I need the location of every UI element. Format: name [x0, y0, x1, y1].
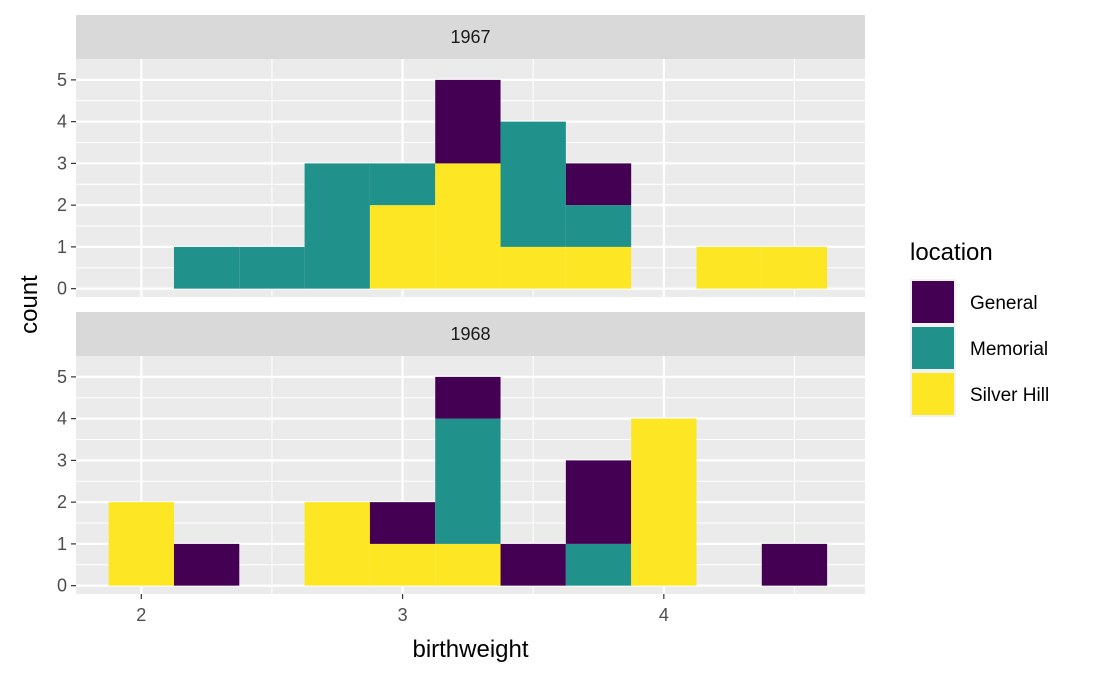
bar-memorial [173, 246, 240, 289]
x-axis-title: birthweight [412, 636, 528, 663]
y-tick-label: 2 [57, 492, 67, 512]
bar-silver-hill [500, 246, 566, 289]
bar-memorial [239, 246, 305, 289]
y-tick-label: 1 [57, 237, 67, 257]
x-tick-label: 2 [136, 605, 146, 625]
bar-silver-hill [696, 246, 762, 289]
bar-memorial [435, 418, 501, 544]
legend-item-silver-hill: Silver Hill [910, 371, 1049, 417]
bar-memorial [369, 163, 436, 206]
bar-silver-hill [565, 246, 632, 289]
bar-general [565, 163, 632, 206]
facet-1968: 1968 0 1 2 3 4 5 [57, 312, 865, 596]
bars [108, 376, 828, 586]
legend-label: General [970, 293, 1038, 314]
y-tick-label: 5 [57, 70, 67, 90]
facet-panels: 1967 0 1 2 3 4 5 1968 0 1 2 3 4 5 2 3 4 [57, 15, 865, 625]
bar-silver-hill [304, 502, 370, 586]
bar-general [500, 543, 566, 586]
legend-label: Memorial [970, 339, 1048, 360]
y-tick-label: 0 [57, 576, 67, 596]
legend-title: location [910, 239, 993, 266]
bar-memorial [565, 205, 632, 247]
y-tick-label: 3 [57, 450, 67, 470]
legend-label: Silver Hill [970, 385, 1049, 406]
legend: location General Memorial Silver Hill [910, 239, 1049, 417]
bar-silver-hill [369, 205, 436, 289]
bar-memorial [565, 543, 632, 586]
facet-strip-label: 1968 [450, 324, 490, 344]
y-tick-label: 2 [57, 195, 67, 215]
y-tick-label: 4 [57, 409, 67, 429]
bar-general [435, 376, 501, 419]
x-tick-label: 3 [398, 605, 408, 625]
bar-memorial [500, 121, 566, 247]
x-tick-label: 4 [659, 605, 669, 625]
bar-silver-hill [369, 543, 436, 586]
bar-general [761, 543, 828, 586]
bar-memorial [304, 163, 370, 289]
bar-silver-hill [761, 246, 828, 289]
bar-general [565, 460, 632, 544]
bar-silver-hill [435, 163, 501, 289]
facet-1967: 1967 0 1 2 3 4 5 [57, 15, 865, 299]
facet-strip-label: 1967 [450, 27, 490, 47]
y-tick-label: 1 [57, 534, 67, 554]
y-axis-title: count [16, 275, 43, 334]
bar-silver-hill [435, 543, 501, 586]
x-axis: 2 3 4 [136, 594, 669, 625]
legend-swatch [912, 327, 954, 369]
bar-general [435, 79, 501, 164]
legend-item-memorial: Memorial [910, 325, 1048, 371]
bar-general [369, 502, 436, 544]
legend-swatch [912, 373, 954, 415]
legend-swatch [912, 281, 954, 323]
legend-item-general: General [910, 279, 1038, 325]
y-tick-label: 4 [57, 112, 67, 132]
y-tick-label: 3 [57, 153, 67, 173]
y-tick-label: 5 [57, 367, 67, 387]
y-tick-label: 0 [57, 279, 67, 299]
facet-strip [76, 312, 865, 356]
bar-silver-hill [108, 502, 174, 586]
facet-strip [76, 15, 865, 59]
bar-silver-hill [631, 418, 697, 586]
bars [173, 79, 828, 289]
bar-general [173, 543, 240, 586]
